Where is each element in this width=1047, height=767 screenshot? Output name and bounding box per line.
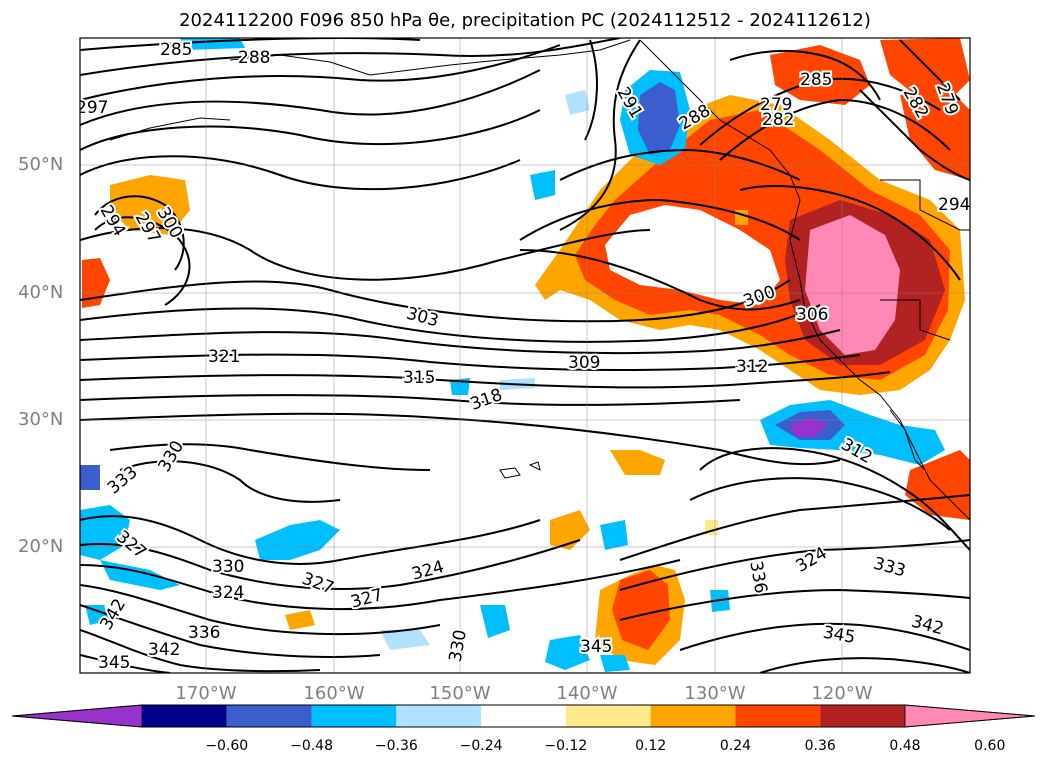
contour-label: 282 <box>762 110 794 130</box>
colorbar-segment <box>565 705 651 727</box>
contour-label: 330 <box>212 557 244 577</box>
contour-label: 342 <box>97 595 131 633</box>
contour-label: 324 <box>793 543 831 577</box>
contour-label: 330 <box>446 628 471 663</box>
colorbar-tick-label: −0.36 <box>374 738 418 754</box>
map-frame <box>79 37 971 674</box>
contour-label: 324 <box>410 557 447 585</box>
lat-label-30n: 30°N <box>18 409 64 430</box>
contour-label: 294 <box>938 195 970 215</box>
colorbar-segment <box>226 705 312 727</box>
colorbar-segment <box>311 705 397 727</box>
lon-label-140w: 140°W <box>556 683 618 704</box>
colorbar-extend-low <box>11 704 143 728</box>
lon-label-150w: 150°W <box>429 683 491 704</box>
contour-label: 324 <box>212 583 244 603</box>
colorbar-segment <box>142 705 227 727</box>
colorbar-segment <box>650 705 736 727</box>
theta-e-contours <box>80 38 970 673</box>
graticule <box>80 38 970 673</box>
contour-label: 342 <box>909 612 946 640</box>
contour-label: 309 <box>568 353 600 373</box>
contour-label: 297 <box>76 98 108 118</box>
contour-label: 345 <box>580 637 612 657</box>
colorbar-outline <box>11 704 1036 728</box>
contour-label: 336 <box>745 560 770 595</box>
contour-label: 315 <box>403 368 435 388</box>
lon-label-160w: 160°W <box>303 683 365 704</box>
colorbar-tick-label: 0.12 <box>635 738 667 754</box>
colorbar-tick-label: 0.36 <box>804 738 836 754</box>
lat-label-50n: 50°N <box>18 154 64 175</box>
colorbar-segment <box>396 705 482 727</box>
figure-title: 2024112200 F096 850 hPa θe, precipitatio… <box>179 10 871 31</box>
contour-label: 327 <box>299 569 336 599</box>
map-panel: 285 288 297 294 297 300 291 279 285 282 … <box>76 37 971 674</box>
contour-label: 321 <box>208 347 240 367</box>
colorbar-segment <box>735 705 821 727</box>
contour-label: 330 <box>155 437 189 475</box>
contour-label: 306 <box>796 305 828 325</box>
colorbar-tick-label: −0.48 <box>290 738 333 754</box>
contour-label: 303 <box>404 304 441 332</box>
colorbar-segments <box>11 704 1036 728</box>
contour-label: 285 <box>800 70 832 90</box>
contour-label: 345 <box>821 623 856 648</box>
colorbar-tick-label: −0.24 <box>459 738 503 754</box>
colorbar-tick-label: −0.60 <box>205 738 249 754</box>
colorbar-extend-high <box>904 704 1036 728</box>
contour-label: 318 <box>468 385 505 415</box>
contour-label: 279 <box>760 95 792 115</box>
colorbar-tick-label: 0.60 <box>974 738 1006 754</box>
contour-label: 288 <box>238 48 270 68</box>
contour-label: 285 <box>160 40 192 60</box>
coastlines <box>109 39 970 521</box>
contour-label: 345 <box>98 653 130 673</box>
contour-label: 336 <box>188 623 220 643</box>
colorbar-tick-label: 0.48 <box>889 738 921 754</box>
colorbar-tick-label: −0.12 <box>544 738 588 754</box>
contour-label: 312 <box>736 357 768 377</box>
lon-label-130w: 130°W <box>684 683 746 704</box>
lat-label-20n: 20°N <box>18 536 64 557</box>
colorbar-segment <box>820 705 905 727</box>
contour-label: 333 <box>104 462 142 498</box>
lat-label-40n: 40°N <box>18 282 64 303</box>
lon-label-170w: 170°W <box>175 683 237 704</box>
colorbar-tick-label: 0.24 <box>719 738 752 754</box>
colorbar <box>11 704 1036 728</box>
contour-label: 342 <box>148 640 180 660</box>
lon-label-120w: 120°W <box>811 683 873 704</box>
colorbar-segment <box>481 705 566 727</box>
contour-label: 333 <box>871 554 908 582</box>
